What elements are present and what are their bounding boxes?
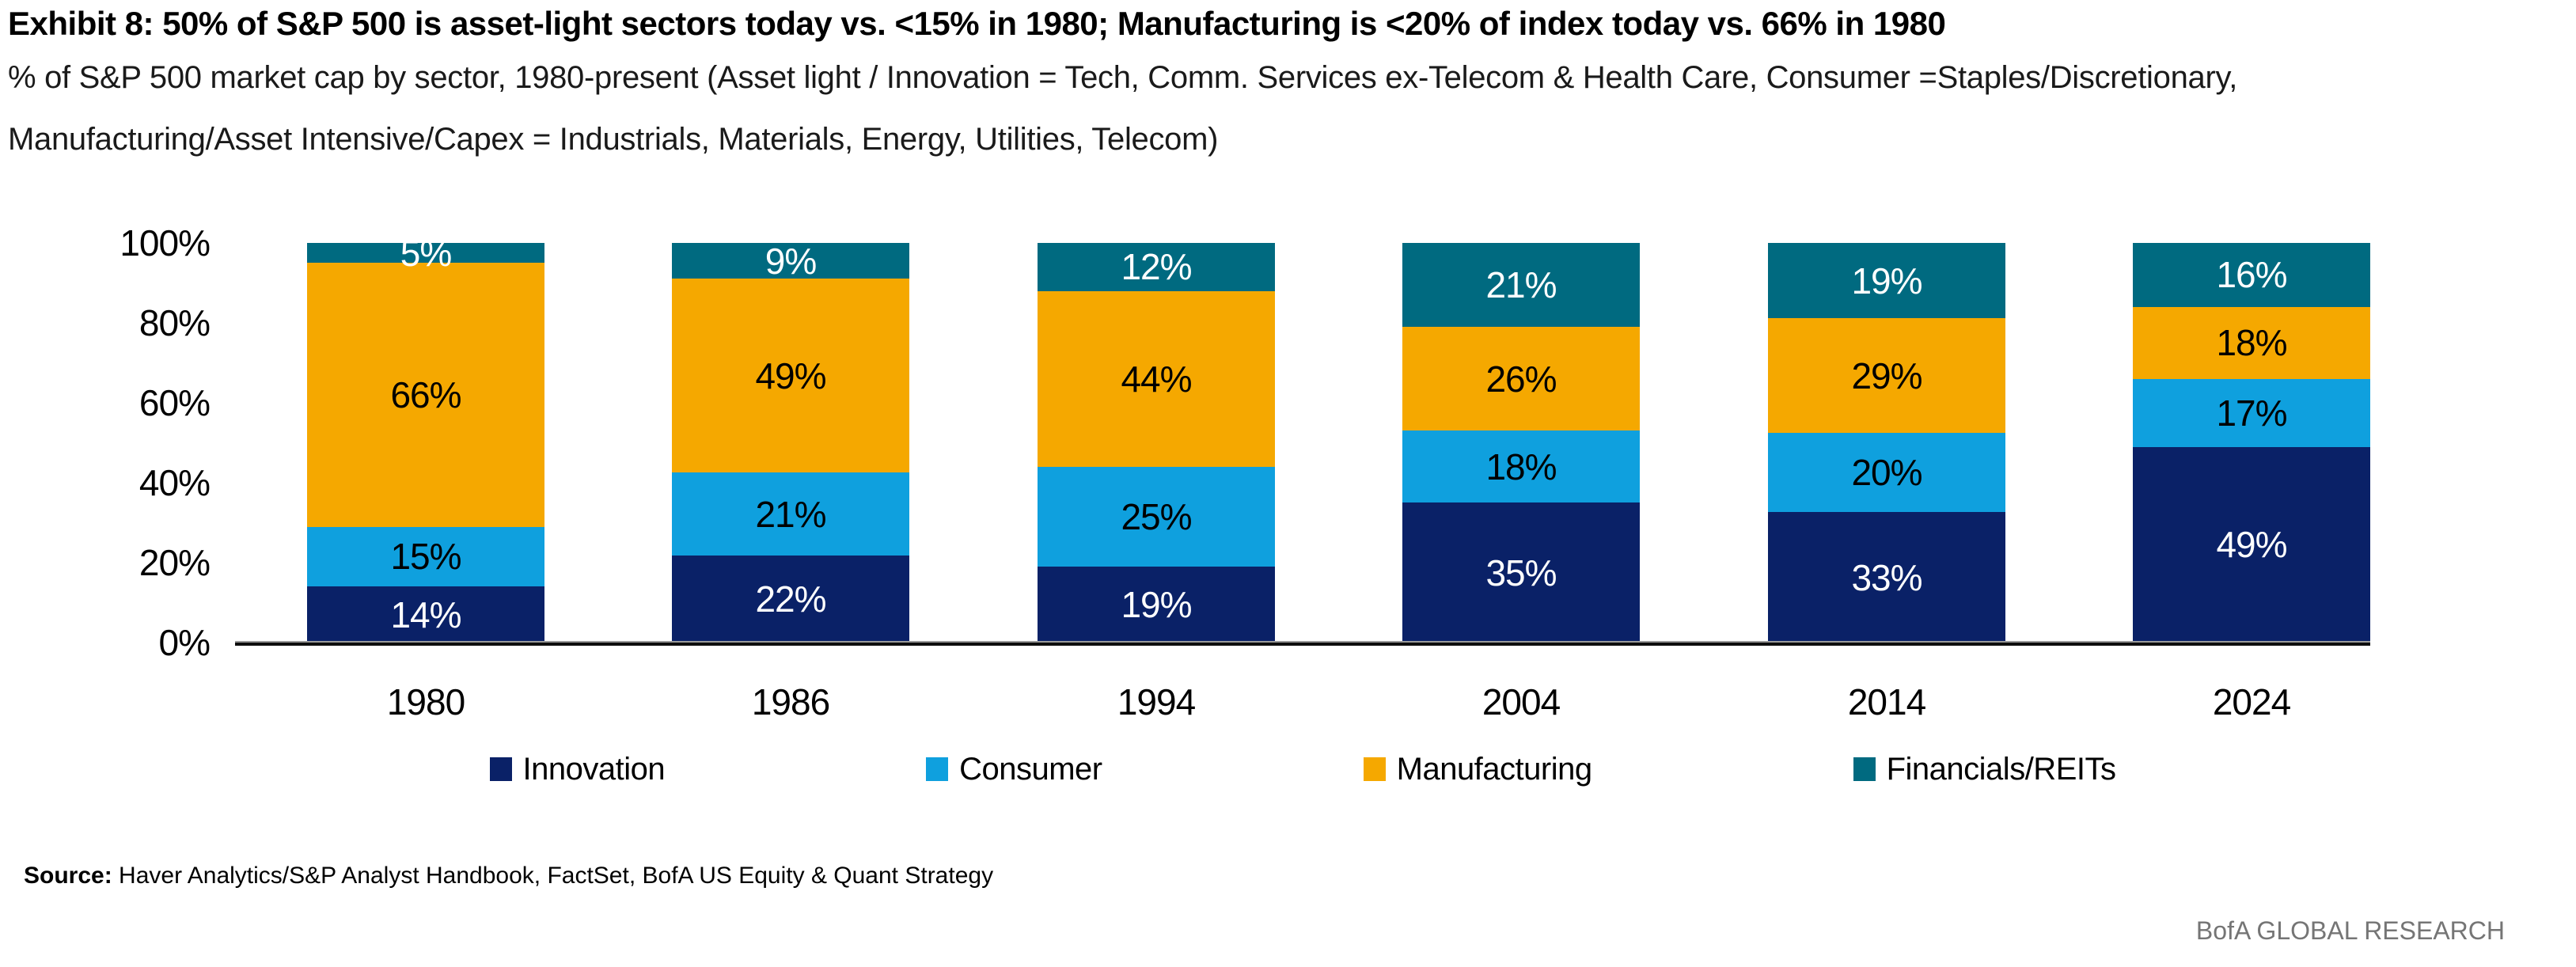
bar-segment-consumer: 15% <box>307 526 544 587</box>
bar-segment-financials-reits: 9% <box>672 243 909 279</box>
bar-segment-manufacturing: 66% <box>307 263 544 527</box>
segment-value-label: 17% <box>2216 392 2287 434</box>
source-label: Source: <box>24 863 112 889</box>
subtitle-line-1: % of S&P 500 market cap by sector, 1980-… <box>8 60 2238 95</box>
stacked-bar-1994: 19% 25% 44% 12% <box>1038 243 1275 643</box>
stacked-bar-2004: 35% 18% 26% 21% <box>1402 243 1640 643</box>
bar-segment-manufacturing: 44% <box>1038 290 1275 467</box>
segment-value-label: 21% <box>1485 264 1557 306</box>
segment-value-label: 29% <box>1851 355 1922 396</box>
segment-value-label: 25% <box>1121 495 1192 537</box>
bar-segment-innovation: 19% <box>1038 567 1275 643</box>
bar-segment-consumer: 21% <box>672 472 909 556</box>
segment-value-label: 66% <box>390 374 461 415</box>
segment-value-label: 26% <box>1485 358 1557 400</box>
y-tick-label: 60% <box>138 382 211 423</box>
source-line: Source: Haver Analytics/S&P Analyst Hand… <box>24 863 993 889</box>
bar-segment-manufacturing: 26% <box>1402 327 1640 431</box>
legend-label-manufacturing: Manufacturing <box>1396 751 1592 787</box>
bar-segment-innovation: 33% <box>1768 512 2005 643</box>
subtitle-line-2: Manufacturing/Asset Intensive/Capex = In… <box>8 122 1219 157</box>
legend-item-innovation: Innovation <box>489 751 666 787</box>
segment-value-label: 18% <box>1485 446 1557 487</box>
y-tick-label: 80% <box>138 302 211 343</box>
x-axis-line <box>235 641 2370 646</box>
exhibit-title: Exhibit 8: 50% of S&P 500 is asset-light… <box>8 5 1946 42</box>
legend-label-innovation: Innovation <box>522 751 666 787</box>
source-text: Haver Analytics/S&P Analyst Handbook, Fa… <box>119 863 994 889</box>
legend-swatch-innovation <box>489 757 512 781</box>
y-tick-label: 100% <box>120 222 211 264</box>
y-axis: 0% 20% 40% 60% 80% 100% <box>0 225 211 661</box>
x-axis-label-2024: 2024 <box>2212 681 2291 722</box>
chart-legend: Innovation Consumer Manufacturing Financial… <box>235 745 2370 793</box>
segment-value-label: 5% <box>400 232 452 274</box>
exhibit-subtitle: % of S&P 500 market cap by sector, 1980-… <box>8 60 2572 157</box>
x-axis-label-1994: 1994 <box>1117 681 1196 722</box>
bar-segment-financials-reits: 16% <box>2133 243 2370 307</box>
stacked-bar-1980: 14% 15% 66% 5% <box>307 235 544 643</box>
stacked-bar-1986: 22% 21% 49% 9% <box>672 243 909 643</box>
segment-value-label: 49% <box>755 355 826 396</box>
bar-segment-innovation: 22% <box>672 556 909 643</box>
y-tick-label: 0% <box>158 622 211 663</box>
bar-segment-innovation: 14% <box>307 586 544 643</box>
x-axis-label-2014: 2014 <box>1847 681 1926 722</box>
plot-area: 14% 15% 66% 5% 22% 21% 49% 9% 19% 25% 44% 12% 35% 18%… <box>235 235 2370 643</box>
legend-item-consumer: Consumer <box>926 752 1102 787</box>
x-axis-label-1986: 1986 <box>751 681 830 722</box>
x-axis-label-1980: 1980 <box>386 681 465 722</box>
y-tick-label: 40% <box>138 462 211 503</box>
segment-value-label: 33% <box>1851 556 1922 598</box>
bar-segment-financials-reits: 5% <box>307 235 544 271</box>
bar-segment-financials-reits: 21% <box>1402 243 1640 328</box>
legend-item-financials-reits: Financials/REITs <box>1853 752 2116 787</box>
segment-value-label: 19% <box>1121 584 1192 626</box>
legend-label-financials-reits: Financials/REITs <box>1886 751 2116 787</box>
x-axis-labels: 1980 1986 1994 2004 2014 2024 <box>235 681 2370 728</box>
stacked-bar-2014: 33% 20% 29% 19% <box>1768 243 2005 643</box>
bar-segment-manufacturing: 49% <box>672 279 909 472</box>
bar-segment-innovation: 35% <box>1402 502 1640 643</box>
bar-segment-consumer: 17% <box>2133 378 2370 447</box>
bar-segment-manufacturing: 29% <box>1768 318 2005 433</box>
bar-segment-manufacturing: 18% <box>2133 306 2370 379</box>
segment-value-label: 12% <box>1121 246 1192 288</box>
segment-value-label: 19% <box>1851 260 1922 301</box>
segment-value-label: 35% <box>1485 552 1557 593</box>
bar-segment-financials-reits: 12% <box>1038 243 1275 291</box>
y-tick-label: 20% <box>138 542 211 583</box>
segment-value-label: 9% <box>764 240 817 282</box>
bofa-global-research-brand: BofA GLOBAL RESEARCH <box>2195 916 2505 945</box>
segment-value-label: 15% <box>390 536 461 578</box>
segment-value-label: 16% <box>2216 254 2287 296</box>
legend-swatch-manufacturing <box>1363 757 1386 781</box>
bar-segment-innovation: 49% <box>2133 446 2370 643</box>
segment-value-label: 22% <box>755 578 826 620</box>
segment-value-label: 21% <box>755 493 826 535</box>
legend-item-manufacturing: Manufacturing <box>1363 751 1592 787</box>
legend-swatch-financials-reits <box>1853 757 1876 781</box>
segment-value-label: 44% <box>1121 358 1192 400</box>
bar-segment-consumer: 18% <box>1402 430 1640 503</box>
bar-segment-consumer: 20% <box>1768 433 2005 512</box>
segment-value-label: 18% <box>2216 322 2287 364</box>
legend-swatch-consumer <box>926 757 949 781</box>
legend-label-consumer: Consumer <box>959 751 1102 787</box>
segment-value-label: 14% <box>390 593 461 635</box>
bar-segment-financials-reits: 19% <box>1768 243 2005 318</box>
stacked-bar-2024: 49% 17% 18% 16% <box>2133 243 2370 643</box>
bar-segment-consumer: 25% <box>1038 466 1275 567</box>
segment-value-label: 20% <box>1851 452 1922 493</box>
x-axis-label-2004: 2004 <box>1481 681 1561 722</box>
segment-value-label: 49% <box>2216 524 2287 566</box>
